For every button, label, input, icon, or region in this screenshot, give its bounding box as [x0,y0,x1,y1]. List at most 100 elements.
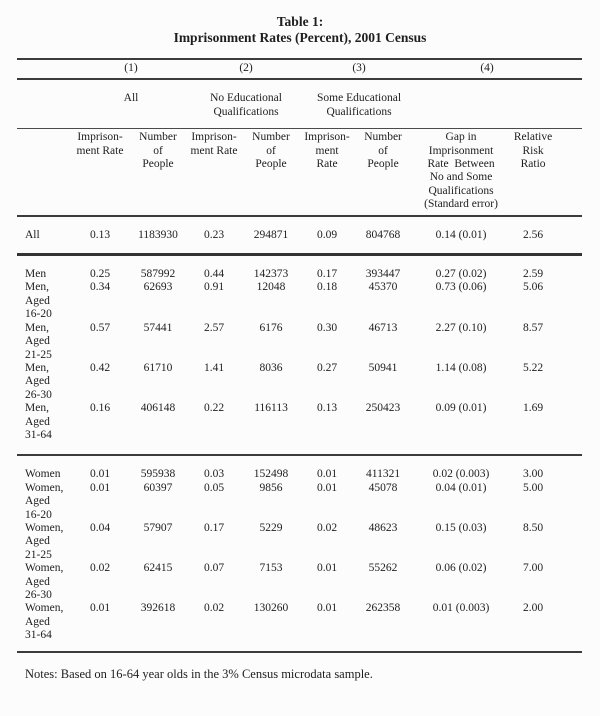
value-cell: 0.04 (0.01) [435,481,487,494]
value-cell: 411321 [366,468,401,481]
row-label: Men, Aged 21-25 [25,321,52,361]
value-cell: 55262 [368,562,398,575]
value-cell: 0.04 [89,521,111,534]
table-section-women: Women 0.01 595938 0.03 152498 0.01 411321 0.02 … [17,455,583,653]
table-row: Women, Aged 31-64 0.01 392618 0.02 130260 0.0… [17,602,583,653]
value-cell: 406148 [127,402,190,457]
table-row: Men 0.25 587992 0.44 142373 0.17 393447 0.27 (0… [17,255,582,282]
value-cell: 0.02 [89,562,111,575]
value-cell: 0.06 (0.02) [435,562,487,575]
value-cell: 0.44 [203,268,225,281]
corner-spacer [17,57,73,81]
table-row: Men, Aged 21-25 0.57 57441 2.57 6176 0.30 4671… [17,322,582,362]
value-cell: 0.17 [316,268,338,281]
value-cell: 50941 [368,361,398,374]
value-cell: 12048 [256,281,286,294]
value-cell: 2.57 [203,321,225,334]
table-title-line2: Imprisonment Rates (Percent), 2001 Censu… [173,29,427,45]
value-cell: 1.69 [507,402,583,457]
value-cell: 0.73 (0.06) [435,281,487,294]
column-header: Imprison- ment Rate [73,128,127,217]
value-cell: 152498 [253,468,289,481]
value-cell: 2.56 [507,215,583,257]
value-cell: 5.00 [522,481,544,494]
value-cell: 0.09 [303,215,352,257]
value-cell: 0.01 [316,481,338,494]
table-title: Table 1: Imprisonment Rates (Percent), 2… [0,0,600,45]
column-header-row: Imprison- ment Rate Number of People Impri… [17,128,583,217]
table-notes: Notes: Based on 16-64 year olds in the 3… [25,666,373,681]
value-cell: 0.03 [203,468,225,481]
table-row: Men, Aged 31-64 0.16 406148 0.22 116113 0.13 2… [17,402,583,457]
table-title-line1: Table 1: [276,14,324,29]
table-row: All 0.13 1183930 0.23 294871 0.09 804768 0.14 (… [17,215,583,257]
column-header: Number of People [239,128,304,217]
value-cell: 45370 [368,281,398,294]
table-row: Women, Aged 26-30 0.02 62415 0.07 7153 0.01 55… [17,562,582,602]
value-cell: 5.22 [522,361,544,374]
value-cell: 587992 [140,268,176,281]
column-header: Relative Risk Ratio [507,128,583,217]
group-number: (4) [415,57,583,81]
value-cell: 8.57 [522,321,544,334]
value-cell: 0.17 [203,521,225,534]
value-cell: 60397 [143,481,173,494]
value-cell: 0.01 (0.003) [415,602,508,653]
value-cell: 5229 [259,521,283,534]
value-cell: 46713 [368,321,398,334]
column-header: Gap in Imprisonment Rate Between No and … [415,128,508,217]
value-cell: 8036 [259,361,283,374]
group-number: (3) [303,57,416,81]
value-cell: 0.30 [316,321,338,334]
value-cell: 0.42 [89,361,111,374]
group-label [415,79,583,130]
value-cell: 0.01 [73,602,127,653]
value-cell: 0.57 [89,321,111,334]
value-cell: 6176 [259,321,283,334]
value-cell: 62415 [143,562,173,575]
value-cell: 392618 [127,602,190,653]
group-label: All [73,79,190,130]
value-cell: 5.06 [522,281,544,294]
value-cell: 0.13 [73,215,127,257]
value-cell: 262358 [351,602,416,653]
table-section-men: Men 0.25 587992 0.44 142373 0.17 393447 0.27 (0… [17,255,583,457]
table-row: Men, Aged 26-30 0.42 61710 1.41 8036 0.27 5094… [17,362,582,402]
value-cell: 0.23 [189,215,240,257]
value-cell: 0.02 [316,521,338,534]
value-cell: 0.91 [203,281,225,294]
value-cell: 0.02 [189,602,240,653]
row-label: Women [25,468,61,481]
value-cell: 57441 [143,321,173,334]
value-cell: 1.14 (0.08) [435,361,487,374]
value-cell: 0.18 [316,281,338,294]
group-number-row: (1) (2) (3) (4) [17,57,583,81]
value-cell: 8.50 [522,521,544,534]
value-cell: 0.27 (0.02) [435,268,487,281]
value-cell: 3.00 [522,468,544,481]
table-row: Women, Aged 21-25 0.04 57907 0.17 5229 0.02 48… [17,522,582,562]
table-row: Men, Aged 16-20 0.34 62693 0.91 12048 0.18 453… [17,281,582,321]
value-cell: 0.27 [316,361,338,374]
table-row: Women 0.01 595938 0.03 152498 0.01 411321 0.02 … [17,455,582,481]
row-label: Women, Aged 16-20 [25,481,64,521]
row-label: Women, Aged 26-30 [25,562,64,601]
value-cell: 595938 [140,468,176,481]
value-cell: 61710 [143,361,173,374]
value-cell: 7153 [259,562,283,575]
group-label-row: All No Educational Qualifications Some Edu… [17,79,583,130]
value-cell: 393447 [365,268,401,281]
value-cell: 0.02 (0.003) [432,468,490,481]
value-cell: 0.05 [203,481,225,494]
row-label: All [17,215,73,257]
census-table: (1) (2) (3) (4) All No Educational Qualificat… [17,57,583,653]
table-header: (1) (2) (3) (4) All No Educational Qualificat… [17,57,583,217]
value-cell: 1.41 [203,361,225,374]
column-header: Number of People [127,128,190,217]
value-cell: 2.27 (0.10) [435,321,487,334]
value-cell: 116113 [239,402,304,457]
row-label: Men, Aged 26-30 [25,361,52,401]
value-cell: 0.25 [89,268,111,281]
column-header: Imprison- ment Rate [303,128,352,217]
value-cell: 2.00 [507,602,583,653]
